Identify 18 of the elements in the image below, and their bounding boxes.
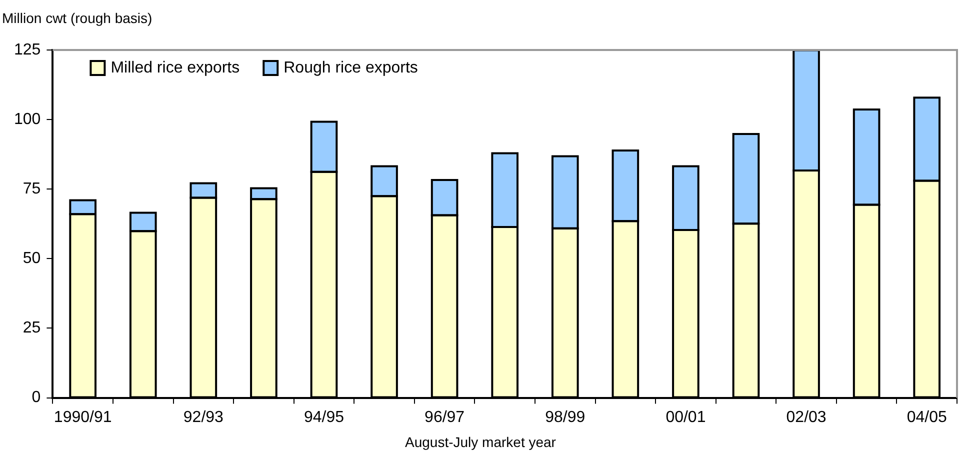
legend-label: Rough rice exports bbox=[284, 59, 418, 76]
y-tick-label: 25 bbox=[22, 320, 41, 337]
x-tick-label: 02/03 bbox=[786, 408, 826, 426]
y-axis-title: Million cwt (rough basis) bbox=[2, 10, 152, 26]
x-tick-label: 94/95 bbox=[304, 408, 344, 426]
y-tick-label: 100 bbox=[14, 110, 41, 128]
y-tick-label: 50 bbox=[22, 250, 41, 268]
x-tick-label: 96/97 bbox=[424, 408, 465, 426]
legend-label: Milled rice exports bbox=[110, 59, 240, 76]
y-tick-label: 125 bbox=[14, 41, 41, 58]
x-tick-label: 98/99 bbox=[545, 408, 586, 426]
x-tick-label: 00/01 bbox=[666, 408, 706, 426]
y-tick-label: 0 bbox=[32, 389, 41, 406]
y-tick-label: 75 bbox=[22, 180, 41, 198]
x-axis-title: August-July market year bbox=[404, 434, 557, 450]
x-tick-label: 92/93 bbox=[183, 408, 224, 426]
x-tick-label: 1990/91 bbox=[54, 408, 112, 426]
x-tick-label: 04/05 bbox=[906, 408, 947, 426]
